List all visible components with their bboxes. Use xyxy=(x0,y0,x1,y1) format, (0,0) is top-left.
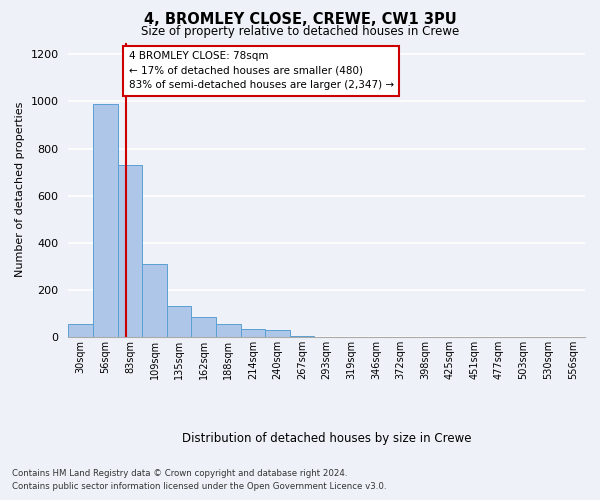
Text: Contains public sector information licensed under the Open Government Licence v3: Contains public sector information licen… xyxy=(12,482,386,491)
Text: Size of property relative to detached houses in Crewe: Size of property relative to detached ho… xyxy=(141,25,459,38)
Bar xyxy=(241,329,265,337)
Bar xyxy=(265,330,290,337)
Text: Contains HM Land Registry data © Crown copyright and database right 2024.: Contains HM Land Registry data © Crown c… xyxy=(12,468,347,477)
Bar xyxy=(142,264,167,337)
X-axis label: Distribution of detached houses by size in Crewe: Distribution of detached houses by size … xyxy=(182,432,472,445)
Bar xyxy=(216,324,241,337)
Bar xyxy=(93,104,118,337)
Bar xyxy=(68,324,93,337)
Bar xyxy=(191,317,216,337)
Bar xyxy=(167,306,191,337)
Bar xyxy=(290,336,314,337)
Y-axis label: Number of detached properties: Number of detached properties xyxy=(15,102,25,278)
Bar xyxy=(118,165,142,337)
Text: 4 BROMLEY CLOSE: 78sqm
← 17% of detached houses are smaller (480)
83% of semi-de: 4 BROMLEY CLOSE: 78sqm ← 17% of detached… xyxy=(128,50,394,90)
Text: 4, BROMLEY CLOSE, CREWE, CW1 3PU: 4, BROMLEY CLOSE, CREWE, CW1 3PU xyxy=(143,12,457,28)
